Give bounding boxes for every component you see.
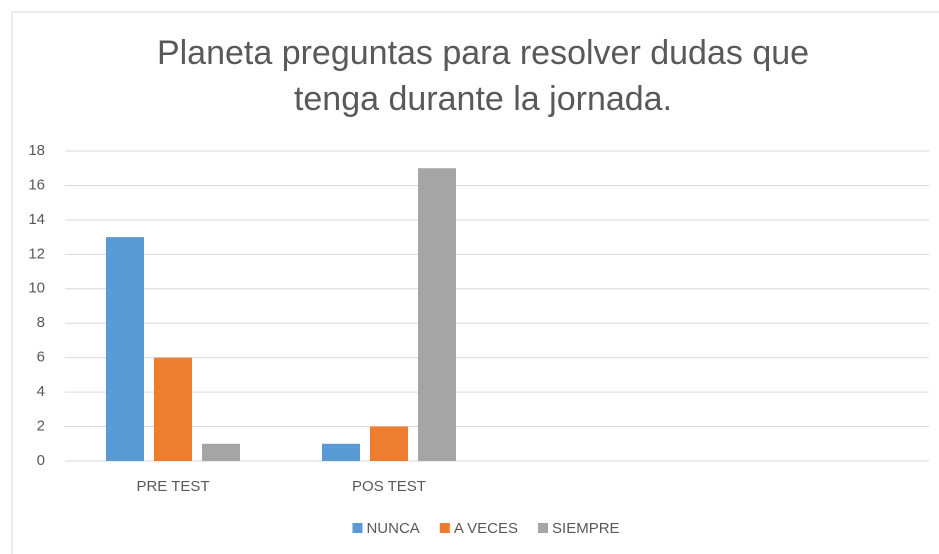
legend-label: A VECES [454,520,518,537]
legend-swatch [538,523,549,533]
y-tick-label: 2 [37,418,45,435]
y-tick-label: 4 [37,383,45,400]
bar [418,168,456,461]
y-tick-label: 18 [28,142,45,159]
y-tick-label: 16 [28,176,45,193]
bar [154,357,192,461]
y-tick-label: 6 [37,349,45,366]
y-tick-label: 0 [37,452,45,469]
chart-title: Planeta preguntas para resolver dudas qu… [156,34,810,118]
x-tick-label: POS TEST [352,478,426,495]
legend-label: NUNCA [366,520,419,537]
y-tick-label: 8 [37,314,45,331]
frame [11,11,939,554]
x-tick-label: PRE TEST [136,478,209,495]
y-tick-label: 14 [28,211,45,228]
y-tick-label: 10 [28,280,45,297]
legend-label: SIEMPRE [552,520,620,537]
y-tick-label: 12 [28,245,45,262]
legend-swatch [439,523,450,533]
bar [370,426,408,461]
legend-swatch [352,523,363,533]
bar [202,443,240,461]
bar [106,237,144,461]
bar [322,443,360,461]
